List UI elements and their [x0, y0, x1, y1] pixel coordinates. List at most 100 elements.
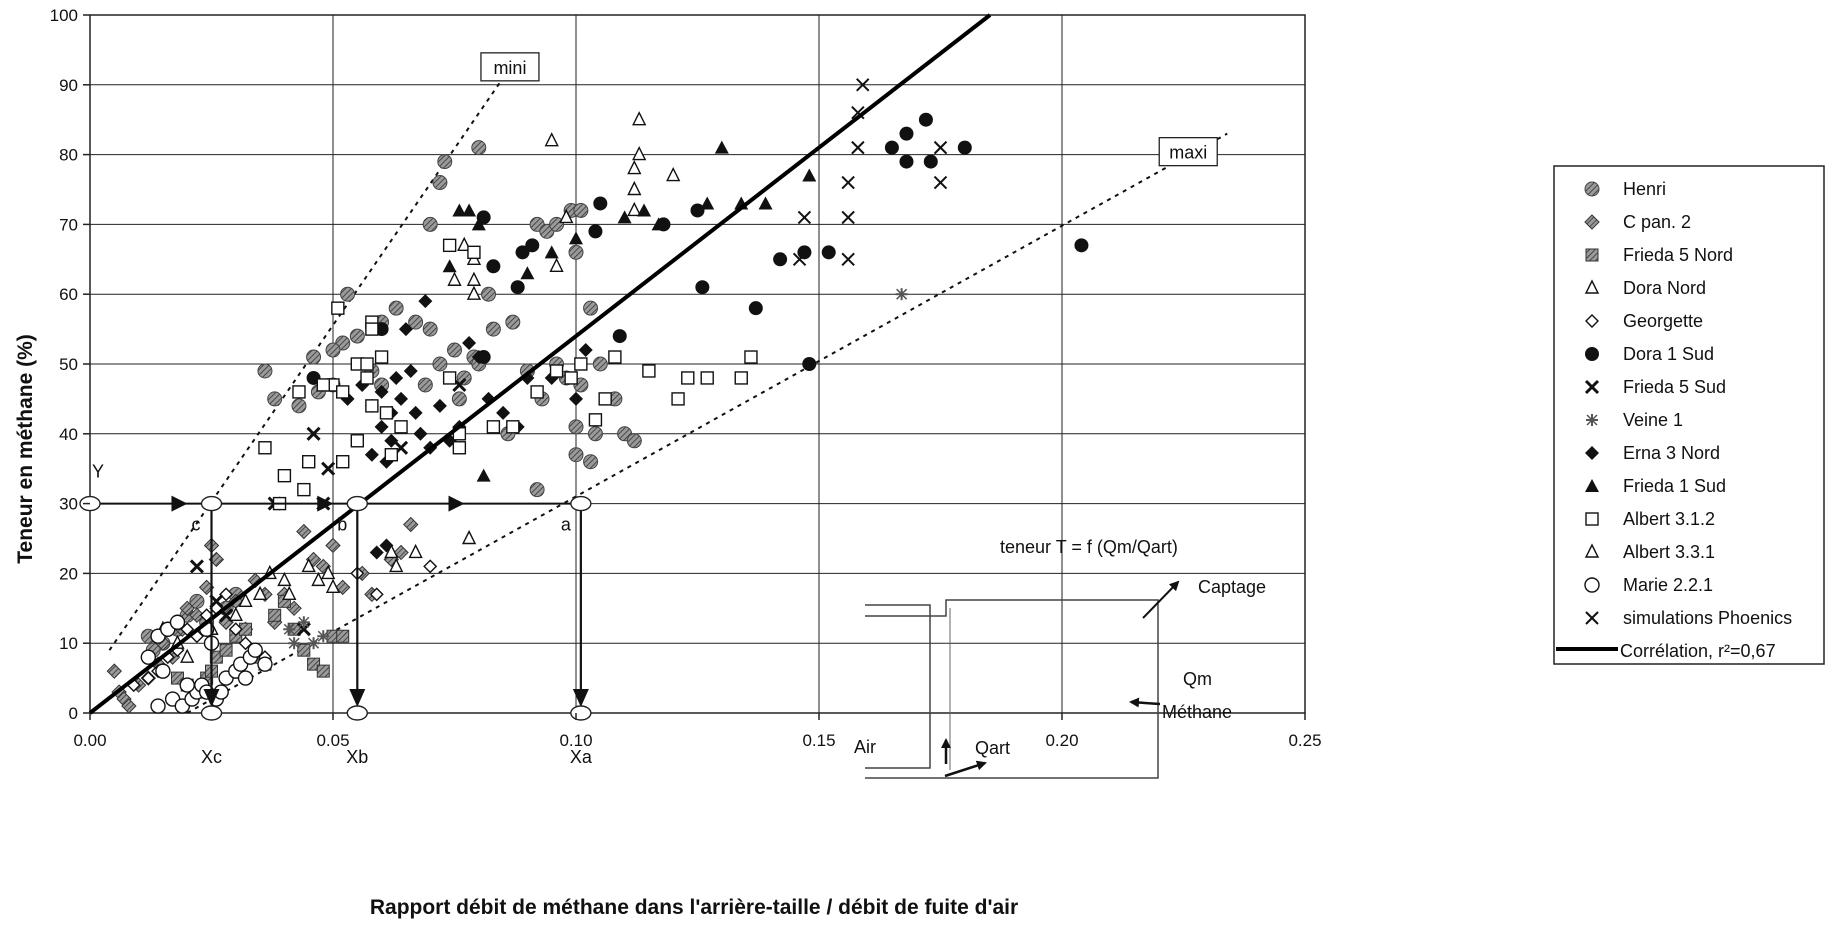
marker-shape — [471, 350, 486, 365]
data-point-albert-3-1-2 — [442, 238, 457, 253]
marker-shape — [1584, 279, 1600, 294]
data-point-albert-3-3-1 — [277, 571, 292, 587]
data-point-dora-nord — [549, 257, 564, 272]
data-point-henri — [568, 244, 584, 260]
marker-shape — [317, 630, 329, 642]
data-point-veine-1 — [297, 616, 310, 629]
data-point-albert-3-3-1 — [311, 571, 326, 587]
marker-shape — [189, 559, 204, 574]
marker-shape — [340, 286, 356, 302]
y-tick-label: 70 — [59, 215, 78, 234]
construction-arrowhead — [171, 495, 188, 512]
marker-shape — [298, 616, 310, 628]
marker-shape — [360, 357, 374, 371]
marker-shape — [476, 468, 491, 482]
data-point-dora-1-sud — [748, 301, 763, 316]
data-point-dora-1-sud — [797, 245, 812, 260]
data-point-albert-3-3-1 — [252, 585, 268, 601]
y-tick-label: 60 — [59, 285, 78, 304]
marker-shape — [228, 606, 243, 621]
legend-marker-simulations-phoenics — [1585, 611, 1599, 625]
marker-shape — [690, 203, 705, 218]
marker-shape — [394, 391, 409, 406]
data-point-frieda-1-sud — [544, 245, 559, 259]
data-point-albert-3-1-2 — [588, 413, 603, 427]
axis-ticks: 0 10 20 30 40 50 60 70 80 90 100 0.00 0.05 0.10 0.15 0.… — [50, 6, 1322, 750]
marker-shape — [325, 342, 341, 358]
marker-shape — [106, 663, 123, 679]
marker-shape — [277, 571, 292, 587]
y-tick-label: 40 — [59, 425, 78, 444]
data-point-dora-1-sud — [515, 245, 530, 260]
data-point-marie-2-2-1 — [237, 670, 254, 686]
data-point-albert-3-1-2 — [530, 385, 544, 399]
marker-shape — [933, 140, 948, 155]
x-axis-marker-c — [200, 705, 223, 721]
correlation-line — [88, 13, 992, 715]
data-point-frieda-1-sud — [758, 196, 773, 210]
data-point-albert-3-3-1 — [408, 543, 423, 559]
data-point-marie-2-2-1 — [169, 614, 186, 630]
marker-shape — [466, 285, 482, 300]
data-point-dora-nord — [632, 146, 647, 161]
marker-shape — [666, 166, 681, 182]
marker-shape — [257, 656, 273, 672]
marker-shape — [432, 175, 448, 191]
marker-shape — [486, 420, 501, 434]
data-point-henri — [451, 391, 467, 407]
marker-shape — [714, 140, 729, 154]
marker-shape — [451, 391, 467, 407]
marker-shape — [1074, 238, 1089, 253]
data-point-frieda-1-sud — [714, 140, 729, 154]
legend-label: Corrélation, r²=0,67 — [1620, 641, 1776, 661]
data-point-frieda-1-sud — [452, 203, 467, 217]
marker-shape — [350, 434, 364, 448]
x-axis-label-xc: Xc — [201, 747, 222, 767]
marker-shape — [1585, 479, 1599, 492]
marker-shape — [578, 343, 593, 358]
marker-shape — [734, 371, 748, 385]
data-point-dora-1-sud — [884, 140, 899, 155]
marker-shape — [588, 224, 603, 239]
data-point-henri — [568, 447, 584, 463]
marker-shape — [574, 357, 588, 371]
marker-shape — [481, 286, 497, 302]
marker-shape — [530, 385, 544, 399]
inset-diagram: teneur T = f (Qm/Qart) Captage Qm Méthan… — [854, 537, 1266, 779]
data-point-albert-3-3-1 — [301, 557, 316, 573]
marker-shape — [374, 384, 389, 399]
intersection-marker-c — [200, 495, 223, 512]
marker-shape — [179, 600, 195, 617]
data-point-veine-1 — [288, 637, 301, 650]
marker-shape — [821, 245, 836, 260]
data-points — [106, 78, 1089, 714]
data-point-frieda-5-sud — [189, 559, 204, 574]
marker-shape — [626, 433, 642, 449]
marker-shape — [588, 413, 603, 427]
data-point-frieda-5-sud — [306, 426, 321, 441]
data-point-erna-3-nord — [418, 294, 433, 309]
data-point-albert-3-1-2 — [336, 455, 350, 469]
marker-shape — [496, 405, 511, 420]
marker-shape — [257, 363, 273, 379]
data-point-albert-3-3-1 — [389, 557, 404, 573]
data-point-dora-1-sud — [802, 357, 817, 371]
legend-marker-veine-1 — [1586, 414, 1598, 426]
data-point-henri — [267, 391, 283, 407]
bound-label-maxi: maxi — [1169, 143, 1207, 163]
marker-shape — [292, 385, 306, 399]
intersection-label-c: c — [192, 515, 201, 535]
data-point-georgette — [369, 587, 384, 602]
data-point-georgette — [141, 671, 156, 686]
data-point-dora-nord — [447, 271, 462, 286]
marker-shape — [549, 364, 564, 378]
marker-shape — [923, 154, 938, 169]
marker-shape — [583, 300, 599, 316]
marker-shape — [461, 529, 477, 545]
data-point-albert-3-1-2 — [336, 385, 350, 399]
data-point-albert-3-1-2 — [379, 406, 394, 420]
x-tick-label: 0.20 — [1045, 731, 1078, 750]
x-axis-marker-b — [346, 705, 368, 721]
marker-shape — [437, 154, 453, 170]
